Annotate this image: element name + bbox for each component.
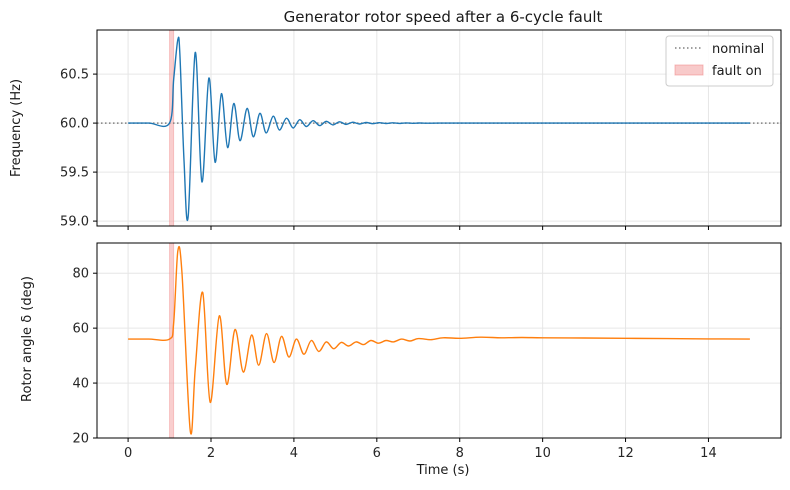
angle-y-tick-label: 60 <box>72 322 89 337</box>
frequency-panel: 59.0 59.5 60.0 60.5 <box>60 29 782 230</box>
frequency-y-tick-label: 60.5 <box>60 68 89 83</box>
angle-axes-frame <box>96 242 782 439</box>
legend-fault-label: fault on <box>712 64 762 79</box>
x-axis-label: Time (s) <box>416 463 470 478</box>
legend: nominal fault on <box>665 35 774 87</box>
x-tick-label: 14 <box>700 446 717 461</box>
x-tick-label: 6 <box>373 446 381 461</box>
bottom-y-axis-label: Rotor angle δ (deg) <box>20 276 35 402</box>
frequency-y-tick-label: 59.5 <box>60 166 89 181</box>
legend-nominal-label: nominal <box>712 42 764 57</box>
angle-fault-span <box>169 242 175 439</box>
frequency-series-line <box>128 36 750 221</box>
x-tick-label: 0 <box>124 446 132 461</box>
x-tick-label: 8 <box>456 446 464 461</box>
angle-y-tick-label: 20 <box>72 432 89 447</box>
x-tick-label: 10 <box>534 446 551 461</box>
angle-series-line <box>128 245 750 435</box>
frequency-y-tick-label: 60.0 <box>60 117 89 132</box>
angle-y-tick-label: 40 <box>72 377 89 392</box>
frequency-axes-frame <box>96 29 782 227</box>
x-tick-label: 2 <box>207 446 215 461</box>
top-chart-title: Generator rotor speed after a 6-cycle fa… <box>284 8 603 26</box>
top-y-axis-label: Frequency (Hz) <box>9 79 24 177</box>
angle-y-tick-label: 80 <box>72 267 89 282</box>
frequency-y-tick-label: 59.0 <box>60 215 89 230</box>
frequency-fault-span <box>169 29 175 227</box>
x-tick-label: 4 <box>290 446 298 461</box>
x-tick-label: 12 <box>617 446 634 461</box>
rotor-angle-panel: 0 2 4 6 8 10 12 14 20 40 60 80 <box>72 242 782 461</box>
legend-fault-swatch <box>674 64 704 76</box>
